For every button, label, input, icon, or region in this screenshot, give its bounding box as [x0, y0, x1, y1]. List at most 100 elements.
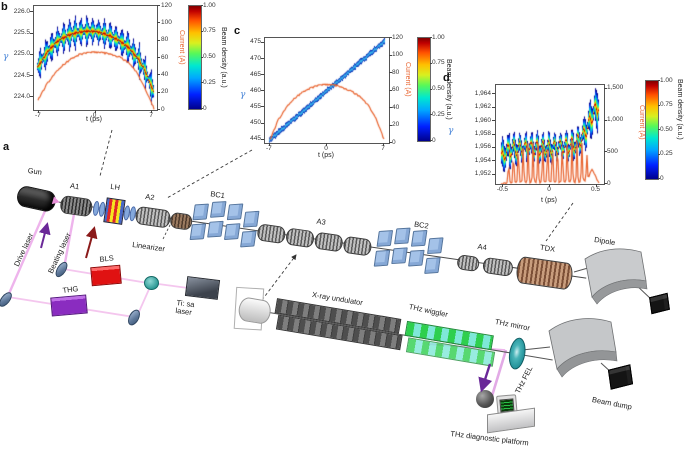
tick-mark	[430, 88, 432, 90]
chicane-magnet-block	[373, 249, 391, 267]
tisa-laser-box	[184, 276, 221, 300]
tick-label: 475	[250, 38, 261, 46]
tick-label: 0.25	[432, 110, 445, 118]
tick-label: 80	[392, 68, 400, 76]
tick-mark	[430, 37, 432, 38]
tick-mark	[389, 124, 392, 126]
beam-density-plot-c	[265, 38, 389, 143]
tick-mark	[492, 173, 495, 175]
plot-panel-b: b γ Current (A) t (ps) Beam density (a.u…	[0, 0, 230, 145]
chicane-magnet-block	[223, 223, 241, 241]
tick-mark	[430, 114, 432, 116]
accelerator-a3	[342, 235, 373, 257]
chicane-magnet-block	[189, 223, 207, 241]
tick-label: 0	[161, 105, 165, 113]
gamma-axis-label-b: γ	[3, 52, 9, 62]
tdx-label: TDX	[539, 242, 556, 254]
tick-mark	[151, 110, 153, 113]
tick-mark	[389, 107, 392, 108]
tick-mark	[157, 39, 160, 41]
tick-label: 225.0	[13, 50, 30, 58]
tick-mark	[157, 5, 160, 6]
thg-label: THG	[62, 284, 79, 295]
tick-mark	[30, 53, 33, 55]
drive-laser-beam	[6, 203, 50, 297]
tick-label: 120	[392, 33, 403, 41]
plot-panel-c: c γ Current (A) t (ps) Beam density (a.u…	[233, 24, 455, 169]
tick-mark	[604, 183, 607, 184]
thz-fel-beam	[490, 349, 508, 397]
beam-splitter	[144, 276, 159, 290]
chicane-magnet-block	[391, 247, 408, 265]
tick-label: 40	[392, 103, 400, 111]
tick-mark	[658, 129, 660, 130]
chicane-magnet-block	[394, 227, 411, 245]
tick-mark	[157, 57, 160, 58]
plot-c-axes	[264, 37, 390, 144]
colorbar-d	[645, 80, 659, 180]
tick-label: -7	[266, 145, 272, 152]
beam-density-plot-d	[496, 85, 604, 184]
electron-gun	[15, 184, 58, 214]
tick-label: 0	[432, 136, 436, 144]
tick-label: 120	[161, 1, 172, 9]
chicane-magnet-block	[427, 237, 444, 255]
tick-label: 40	[161, 70, 169, 78]
tick-mark	[201, 30, 203, 32]
accelerator-a3	[284, 227, 316, 249]
tick-label: 0.75	[203, 27, 216, 35]
tick-label: 0	[92, 112, 97, 119]
dipole-magnet-2	[548, 318, 618, 378]
a1-label: A1	[69, 181, 80, 192]
tick-mark	[658, 178, 660, 179]
colorbar-b	[188, 5, 202, 110]
tick-label: 224.0	[13, 92, 30, 100]
panel-label-c: c	[234, 25, 241, 37]
tick-label: 20	[161, 88, 169, 96]
tick-mark	[492, 160, 495, 162]
chicane-magnet-block	[242, 210, 260, 228]
tick-label: 0.75	[432, 59, 445, 67]
tick-mark	[492, 106, 495, 108]
lh-label: LH	[109, 181, 121, 193]
tick-label: 7	[149, 112, 153, 119]
tick-label: 224.5	[13, 71, 30, 79]
tick-mark	[261, 58, 264, 59]
tick-mark	[201, 108, 203, 109]
a3-label: A3	[315, 216, 327, 227]
colorbar-c	[417, 37, 431, 142]
tick-label: 100	[392, 51, 403, 58]
beamline-connector	[573, 267, 589, 273]
tick-label: 1,956	[474, 143, 491, 151]
accelerator-a3	[256, 223, 287, 245]
tick-mark	[658, 153, 660, 155]
tick-label: 0.50	[203, 53, 216, 60]
tick-mark	[492, 93, 495, 95]
bls-label: BLS	[99, 253, 115, 264]
chicane-magnet-block	[408, 249, 425, 267]
tick-label: 0.25	[660, 150, 673, 157]
bc2-label: BC2	[413, 219, 430, 231]
tick-label: 0.50	[660, 125, 673, 133]
tick-mark	[201, 56, 203, 58]
thz-detector-sphere	[476, 390, 494, 408]
tick-label: 0	[324, 145, 328, 152]
tick-mark	[389, 72, 392, 73]
tick-mark	[268, 143, 270, 146]
tick-label: 80	[161, 36, 169, 44]
chicane-magnet-block	[424, 257, 441, 274]
chicane-magnet-block	[410, 229, 428, 247]
tick-label: 1,954	[474, 156, 491, 164]
time-axis-label-d: t (ps)	[541, 197, 557, 204]
tick-label: 20	[392, 121, 400, 128]
tick-label: 445	[250, 135, 261, 143]
tick-mark	[157, 109, 160, 110]
tick-mark	[37, 110, 39, 113]
bls-module	[90, 264, 122, 287]
tick-label: 0.50	[432, 85, 445, 92]
tick-label: 60	[392, 86, 400, 93]
tick-mark	[389, 142, 392, 143]
a4-label: A4	[477, 241, 488, 253]
callout-line-plot-b	[99, 129, 113, 177]
